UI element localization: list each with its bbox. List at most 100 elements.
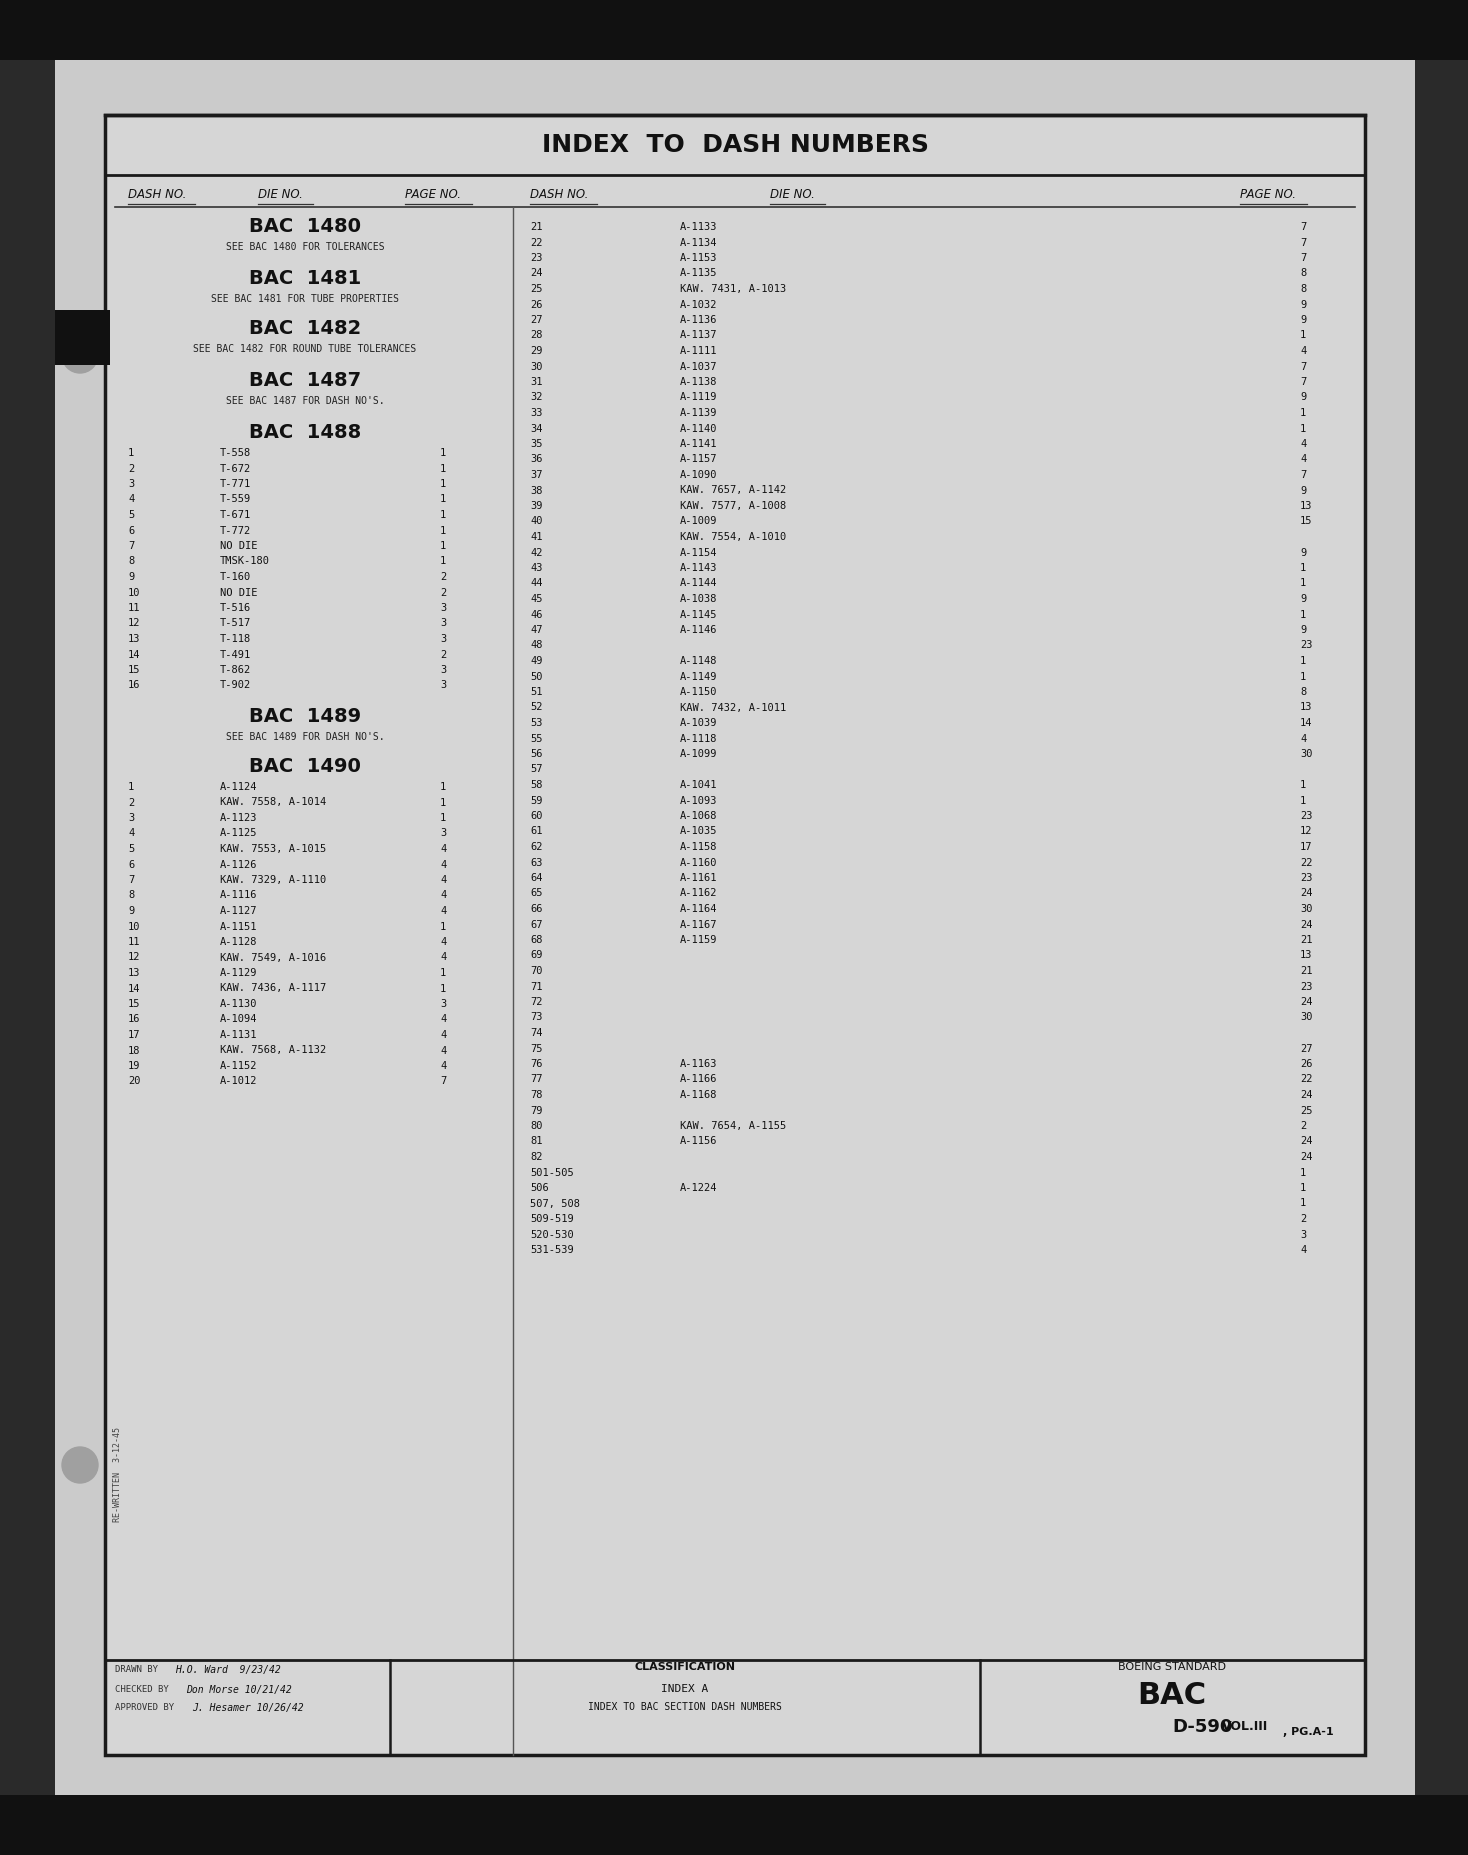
Text: 9: 9 [1301, 393, 1307, 403]
Text: 17: 17 [128, 1030, 141, 1041]
Text: A-1167: A-1167 [680, 920, 718, 929]
Text: 69: 69 [530, 950, 543, 961]
Text: 509-519: 509-519 [530, 1213, 574, 1224]
Text: 50: 50 [530, 672, 543, 681]
Text: 30: 30 [1301, 1013, 1312, 1022]
Text: VOL.III: VOL.III [1221, 1720, 1268, 1734]
Text: A-1068: A-1068 [680, 811, 718, 822]
Text: 14: 14 [1301, 718, 1312, 727]
Text: 3: 3 [440, 1000, 446, 1009]
Text: A-1224: A-1224 [680, 1183, 718, 1193]
Text: 2: 2 [128, 464, 134, 473]
Text: 48: 48 [530, 640, 543, 651]
Text: 16: 16 [128, 1015, 141, 1024]
Text: A-1116: A-1116 [220, 890, 257, 900]
Text: 23: 23 [1301, 640, 1312, 651]
Text: 24: 24 [1301, 889, 1312, 898]
Text: TMSK-180: TMSK-180 [220, 556, 270, 566]
Text: PAGE NO.: PAGE NO. [405, 189, 461, 202]
Text: 76: 76 [530, 1059, 543, 1068]
Text: 13: 13 [1301, 703, 1312, 712]
Text: 82: 82 [530, 1152, 543, 1161]
Text: 3: 3 [440, 681, 446, 690]
Text: 7: 7 [1301, 469, 1307, 480]
Text: 10: 10 [128, 922, 141, 931]
Text: 23: 23 [530, 252, 543, 263]
Text: 1: 1 [440, 556, 446, 566]
Text: 30: 30 [1301, 903, 1312, 915]
Text: 1: 1 [1301, 1167, 1307, 1178]
Text: 22: 22 [1301, 1074, 1312, 1085]
Text: 9: 9 [1301, 486, 1307, 495]
Text: 1: 1 [440, 479, 446, 490]
Text: 4: 4 [1301, 347, 1307, 356]
Text: 1: 1 [440, 510, 446, 519]
Text: 2: 2 [440, 649, 446, 660]
Text: A-1139: A-1139 [680, 408, 718, 417]
Bar [0, 1796, 1468, 1855]
Text: 31: 31 [530, 377, 543, 388]
Text: 7: 7 [1301, 377, 1307, 388]
Text: 12: 12 [128, 618, 141, 629]
Text: INDEX  TO  DASH NUMBERS: INDEX TO DASH NUMBERS [542, 134, 928, 158]
Text: A-1111: A-1111 [680, 347, 718, 356]
Text: A-1154: A-1154 [680, 547, 718, 558]
Text: INDEX A: INDEX A [662, 1684, 709, 1694]
Text: 4: 4 [440, 859, 446, 870]
Text: 4: 4 [1301, 1245, 1307, 1256]
Text: 2: 2 [440, 571, 446, 582]
Text: 75: 75 [530, 1044, 543, 1054]
Text: DASH NO.: DASH NO. [128, 189, 186, 202]
Text: 56: 56 [530, 749, 543, 759]
Text: 58: 58 [530, 779, 543, 790]
Text: BAC  1490: BAC 1490 [250, 757, 361, 777]
Text: KAW. 7329, A-1110: KAW. 7329, A-1110 [220, 876, 326, 885]
Text: 9: 9 [1301, 299, 1307, 310]
Text: 1: 1 [1301, 657, 1307, 666]
Text: SEE BAC 1487 FOR DASH NO'S.: SEE BAC 1487 FOR DASH NO'S. [226, 395, 385, 406]
Text: INDEX TO BAC SECTION DASH NUMBERS: INDEX TO BAC SECTION DASH NUMBERS [589, 1703, 782, 1712]
Text: 27: 27 [530, 315, 543, 325]
Text: A-1145: A-1145 [680, 610, 718, 620]
Text: 15: 15 [1301, 516, 1312, 527]
Text: A-1009: A-1009 [680, 516, 718, 527]
Text: 6: 6 [128, 859, 134, 870]
Text: A-1035: A-1035 [680, 827, 718, 837]
Text: 40: 40 [530, 516, 543, 527]
Text: 4: 4 [440, 1030, 446, 1041]
Text: T-862: T-862 [220, 664, 251, 675]
Text: 24: 24 [1301, 1152, 1312, 1161]
Text: A-1146: A-1146 [680, 625, 718, 634]
Text: D-590: D-590 [1171, 1718, 1232, 1736]
Text: 2: 2 [128, 798, 134, 807]
Text: BAC  1489: BAC 1489 [250, 707, 361, 727]
Text: 1: 1 [1301, 1198, 1307, 1208]
Text: 3: 3 [440, 603, 446, 612]
Text: A-1131: A-1131 [220, 1030, 257, 1041]
Text: 18: 18 [128, 1046, 141, 1055]
Text: KAW. 7654, A-1155: KAW. 7654, A-1155 [680, 1120, 787, 1132]
Circle shape [62, 1447, 98, 1482]
Text: A-1129: A-1129 [220, 968, 257, 978]
Text: 49: 49 [530, 657, 543, 666]
Text: A-1140: A-1140 [680, 423, 718, 434]
Text: 4: 4 [440, 952, 446, 963]
Text: A-1119: A-1119 [680, 393, 718, 403]
Text: A-1123: A-1123 [220, 812, 257, 824]
Text: 32: 32 [530, 393, 543, 403]
Text: A-1094: A-1094 [220, 1015, 257, 1024]
Bar [106, 115, 1365, 174]
Text: 8: 8 [1301, 686, 1307, 697]
Text: 27: 27 [1301, 1044, 1312, 1054]
Text: 81: 81 [530, 1137, 543, 1146]
Text: 25: 25 [1301, 1106, 1312, 1115]
Text: 23: 23 [1301, 811, 1312, 822]
Text: A-1162: A-1162 [680, 889, 718, 898]
Text: 38: 38 [530, 486, 543, 495]
Text: A-1037: A-1037 [680, 362, 718, 371]
Text: A-1012: A-1012 [220, 1076, 257, 1087]
Text: 4: 4 [440, 937, 446, 948]
Text: KAW. 7558, A-1014: KAW. 7558, A-1014 [220, 798, 326, 807]
Text: 7: 7 [440, 1076, 446, 1087]
Text: KAW. 7549, A-1016: KAW. 7549, A-1016 [220, 952, 326, 963]
